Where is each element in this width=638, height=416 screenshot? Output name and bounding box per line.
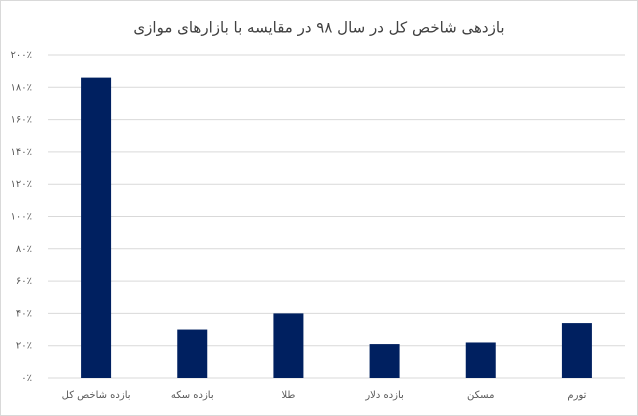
y-tick-label: ۶۰٪ [16,276,32,287]
x-tick-label: طلا [281,390,295,401]
y-tick-label: ۰٪ [21,373,32,384]
y-tick-label: ۲۰٪ [16,341,32,352]
x-tick-label: مسکن [467,390,494,401]
bar [561,323,592,378]
bar [273,313,304,378]
y-tick-label: ۲۰۰٪ [11,50,32,61]
y-tick-label: ۸۰٪ [16,244,32,255]
bar [465,342,496,378]
y-tick-label: ۱۴۰٪ [11,147,32,158]
x-tick-label: بازده سکه [171,390,214,401]
chart-title: بازدهی شاخص کل در سال ۹۸ در مقایسه با با… [133,19,504,37]
y-tick-label: ۱۶۰٪ [11,115,32,126]
x-tick-label: تورم [567,390,586,401]
x-tick-label: بازده شاخص کل [62,390,131,401]
bar [369,344,400,378]
bar [177,329,208,378]
y-tick-label: ۴۰٪ [16,308,32,319]
bar [81,77,112,379]
y-tick-label: ۱۸۰٪ [11,82,32,93]
x-tick-label: بازده دلار [364,390,404,401]
y-tick-label: ۱۰۰٪ [11,212,32,223]
y-tick-label: ۱۲۰٪ [11,179,32,190]
